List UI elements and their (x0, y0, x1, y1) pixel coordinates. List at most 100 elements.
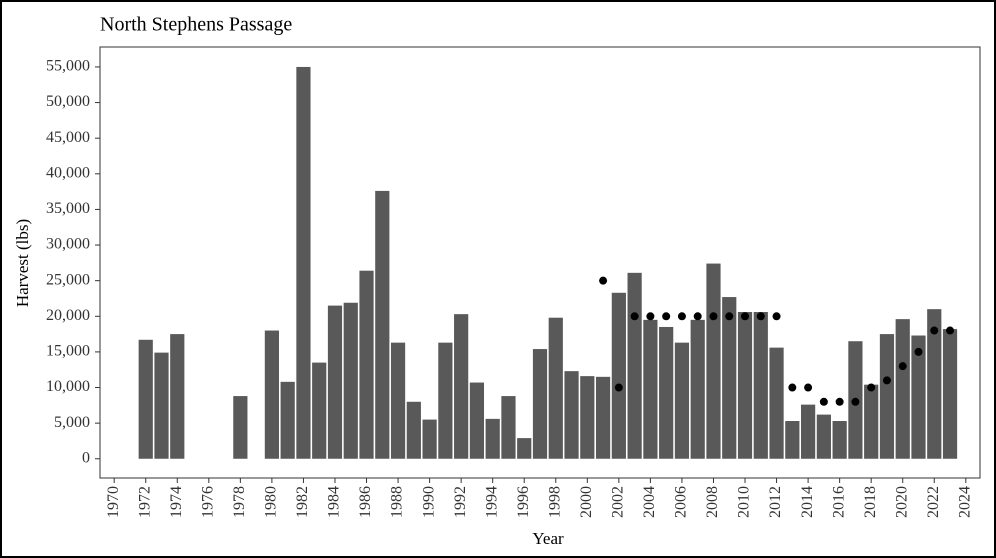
point (851, 397, 860, 406)
bar (595, 376, 611, 459)
x-tick-label: 1978 (231, 486, 248, 518)
point (725, 312, 734, 321)
point (646, 312, 655, 321)
y-tick-label: 5,000 (54, 414, 90, 431)
x-tick-label: 1982 (294, 486, 311, 518)
plot-panel (99, 46, 981, 479)
point (756, 312, 765, 321)
bar (312, 362, 327, 459)
y-tick-label: 20,000 (46, 307, 90, 324)
bar (832, 421, 847, 459)
bar (485, 418, 500, 459)
point (788, 383, 797, 392)
y-tick-label: 30,000 (46, 236, 90, 253)
bar (170, 334, 185, 459)
y-tick-label: 10,000 (46, 378, 90, 395)
bar (454, 314, 469, 459)
bar (895, 319, 910, 459)
point (898, 362, 907, 371)
bar (911, 335, 926, 459)
y-tick-label: 0 (82, 449, 90, 466)
x-tick-label: 2006 (673, 486, 690, 518)
bar (154, 352, 169, 459)
bar (264, 330, 279, 459)
x-tick-label: 2004 (641, 486, 658, 518)
x-tick-label: 2010 (736, 486, 753, 518)
x-tick-label: 1984 (326, 486, 343, 518)
point (614, 383, 623, 392)
y-tick-label: 45,000 (46, 129, 90, 146)
bar (785, 421, 800, 459)
x-tick-label: 1972 (136, 486, 153, 518)
x-tick-label: 2018 (862, 486, 879, 518)
x-tick-label: 1974 (168, 486, 185, 518)
x-tick-label: 1988 (389, 486, 406, 518)
bar (816, 414, 831, 459)
bar (737, 312, 753, 459)
point (741, 312, 750, 321)
x-axis-title: Year (532, 529, 564, 548)
point (804, 383, 813, 392)
x-tick-label: 2008 (704, 486, 721, 518)
y-tick-label: 40,000 (46, 164, 90, 181)
point (772, 312, 781, 321)
y-tick-label: 25,000 (46, 271, 90, 288)
x-tick-label: 2024 (956, 486, 973, 518)
point (835, 397, 844, 406)
x-tick-label: 1996 (515, 486, 532, 518)
bar (942, 329, 958, 459)
bar (769, 347, 784, 459)
point (882, 376, 891, 385)
bar (390, 342, 406, 459)
x-tick-label: 1976 (199, 486, 216, 518)
x-tick-label: 1994 (483, 486, 500, 518)
point (930, 326, 939, 335)
bar (611, 292, 626, 459)
bar (879, 334, 895, 459)
x-tick-label: 1992 (452, 486, 469, 518)
bar (280, 381, 295, 459)
point (630, 312, 639, 321)
bar (706, 263, 721, 459)
x-tick-label: 2012 (767, 486, 784, 518)
bar (690, 319, 705, 459)
bar (438, 342, 453, 459)
bar (580, 376, 595, 459)
bar (138, 339, 153, 459)
bar (517, 438, 532, 459)
bar (406, 401, 421, 459)
x-tick-label: 1998 (546, 486, 563, 518)
point (693, 312, 702, 321)
bar (801, 404, 816, 459)
y-tick-label: 55,000 (46, 58, 90, 75)
point (819, 397, 828, 406)
bar (532, 349, 548, 459)
point (662, 312, 671, 321)
bar (233, 396, 248, 459)
bar (722, 297, 737, 459)
bar (375, 190, 390, 459)
bar (864, 384, 879, 459)
chart-title: North Stephens Passage (100, 14, 292, 36)
bar (422, 419, 437, 459)
point (946, 326, 955, 335)
y-tick-label: 15,000 (46, 343, 90, 360)
point (709, 312, 718, 321)
bar (643, 319, 658, 459)
point (677, 312, 686, 321)
y-tick-label: 50,000 (46, 93, 90, 110)
bar (548, 317, 563, 459)
x-tick-label: 2022 (925, 486, 942, 518)
bar (659, 326, 674, 459)
bar (627, 272, 642, 459)
x-tick-label: 2002 (610, 486, 627, 518)
bar (501, 396, 516, 459)
x-tick-label: 1986 (357, 486, 374, 518)
x-tick-label: 2016 (830, 486, 847, 518)
point (867, 383, 876, 392)
bar (927, 309, 942, 459)
bar (753, 312, 768, 459)
y-tick-label: 35,000 (46, 200, 90, 217)
